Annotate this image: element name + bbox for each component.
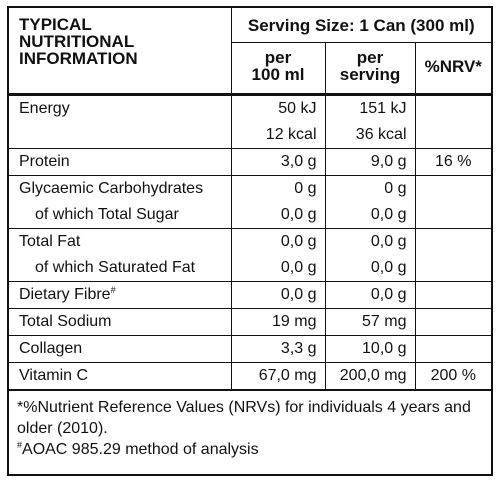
value-per-serving: 9,0 g (324, 148, 415, 176)
value-per-serving: 0,0 g (324, 228, 415, 255)
value-per-100ml: 3,0 g (230, 148, 325, 176)
value-nrv: 16 % (414, 148, 492, 176)
table-row: Glycaemic Carbohydrates 0 g 0 g (9, 175, 492, 202)
value-per-100ml: 3,3 g (230, 335, 325, 363)
value-nrv (414, 122, 492, 149)
table-header-row: TYPICAL NUTRITIONAL INFORMATION Serving … (9, 8, 492, 67)
value-nrv (414, 228, 492, 255)
value-per-100ml: 67,0 mg (230, 362, 325, 389)
value-nrv (414, 202, 492, 229)
nutrient-name: Total Fat (9, 228, 231, 255)
value-per-100ml: 0,0 g (230, 202, 325, 229)
value-per-serving: 57 mg (324, 308, 415, 336)
value-nrv (414, 93, 492, 122)
value-per-serving: 10,0 g (324, 335, 415, 363)
nutrient-name: of which Saturated Fat (35, 259, 196, 276)
col-per-100ml: per 100 ml (230, 42, 325, 95)
value-per-100ml: 50 kJ (230, 93, 325, 122)
nutrient-name: Protein (9, 148, 231, 176)
value-per-serving: 0 g (324, 175, 415, 202)
table-row: of which Saturated Fat 0,0 g 0,0 g (9, 255, 492, 282)
nutrient-name: Total Sodium (9, 308, 231, 336)
value-per-100ml: 12 kcal (230, 122, 325, 149)
nrv-footnote: *%Nutrient Reference Values (NRVs) for i… (17, 399, 471, 437)
footnotes: *%Nutrient Reference Values (NRVs) for i… (9, 389, 491, 460)
col-per-100ml-line2: 100 ml (251, 65, 305, 84)
title-line-1: TYPICAL (19, 15, 92, 34)
column-header-row: per 100 ml per serving %NRV* (9, 42, 492, 95)
value-per-serving: 200,0 mg (324, 362, 415, 389)
serving-size: Serving Size: 1 Can (300 ml) (230, 8, 492, 43)
aoac-footnote-text: AOAC 985.29 method of analysis (22, 441, 259, 458)
footnote-marker: # (17, 440, 23, 450)
nutrient-name: Glycaemic Carbohydrates (9, 175, 231, 202)
col-nrv: %NRV* (414, 42, 492, 95)
footnote-marker: # (110, 285, 116, 295)
nutrient-name-text: Dietary Fibre (19, 286, 111, 303)
col-per-100ml-line1: per (264, 48, 292, 67)
value-nrv (414, 281, 492, 309)
table-title: TYPICAL NUTRITIONAL INFORMATION (9, 8, 231, 95)
table-row: Total Sodium 19 mg 57 mg (9, 308, 492, 336)
nutrient-name: of which Total Sugar (35, 206, 179, 223)
table-row: Collagen 3,3 g 10,0 g (9, 335, 492, 363)
nutrient-name: Energy (9, 93, 231, 122)
value-nrv (414, 255, 492, 282)
col-per-serving: per serving (324, 42, 415, 95)
value-per-100ml: 0,0 g (230, 255, 325, 282)
table-row: 12 kcal 36 kcal (9, 122, 492, 149)
nutrient-name: Vitamin C (9, 362, 231, 389)
value-per-100ml: 19 mg (230, 308, 325, 336)
table-row: Protein 3,0 g 9,0 g 16 % (9, 148, 492, 176)
table-row: Total Fat 0,0 g 0,0 g (9, 228, 492, 255)
table-row: Dietary Fibre# 0,0 g 0,0 g (9, 281, 492, 309)
value-nrv (414, 335, 492, 363)
table-row: Vitamin C 67,0 mg 200,0 mg 200 % (9, 362, 492, 389)
value-per-serving: 151 kJ (324, 93, 415, 122)
value-nrv (414, 308, 492, 336)
nutrient-name: Dietary Fibre# (9, 281, 231, 309)
title-line-2: NUTRITIONAL (19, 32, 135, 51)
nutrition-table: TYPICAL NUTRITIONAL INFORMATION Serving … (9, 8, 492, 389)
table-row: of which Total Sugar 0,0 g 0,0 g (9, 202, 492, 229)
table-row: Energy 50 kJ 151 kJ (9, 93, 492, 122)
nutrient-name (9, 122, 231, 149)
value-per-100ml: 0,0 g (230, 228, 325, 255)
value-per-serving: 36 kcal (324, 122, 415, 149)
col-per-serving-line2: serving (339, 65, 401, 84)
nutrition-panel: TYPICAL NUTRITIONAL INFORMATION Serving … (7, 6, 493, 476)
col-per-serving-line1: per (356, 48, 384, 67)
value-per-100ml: 0,0 g (230, 281, 325, 309)
value-per-100ml: 0 g (230, 175, 325, 202)
value-per-serving: 0,0 g (324, 255, 415, 282)
value-nrv: 200 % (414, 362, 492, 389)
value-per-serving: 0,0 g (324, 202, 415, 229)
value-nrv (414, 175, 492, 202)
value-per-serving: 0,0 g (324, 281, 415, 309)
nutrient-name: Collagen (9, 335, 231, 363)
aoac-footnote: #AOAC 985.29 method of analysis (17, 439, 483, 460)
title-line-3: INFORMATION (19, 49, 138, 68)
